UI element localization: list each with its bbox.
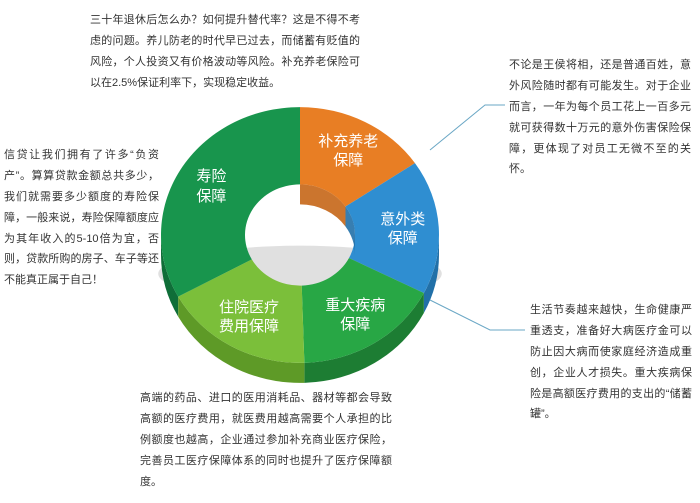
description-life_insurance: 信贷让我们拥有了许多“负资产”。算算贷款金额总共多少，我们就需要多少额度的寿险保…: [4, 145, 159, 291]
description-top_supplementary_pension: 三十年退休后怎么办？如何提升替代率？这是不得不考虑的问题。养儿防老的时代早已过去…: [90, 10, 360, 94]
description-hospital_medical: 高端的药品、进口的医用消耗品、器材等都会导致高额的医疗费用，就医费用越高需要个人…: [140, 388, 392, 492]
leader-line-critical_illness: [430, 300, 525, 330]
leader-line-accident: [430, 105, 505, 150]
description-critical_illness: 生活节奏越来越快，生命健康严重透支，准备好大病医疗金可以防止因大病而使家庭经济造…: [530, 300, 692, 425]
description-accident: 不论是王侯将相，还是普通百姓，意外风险随时都有可能发生。对于企业而言，一年为每个…: [509, 55, 691, 180]
